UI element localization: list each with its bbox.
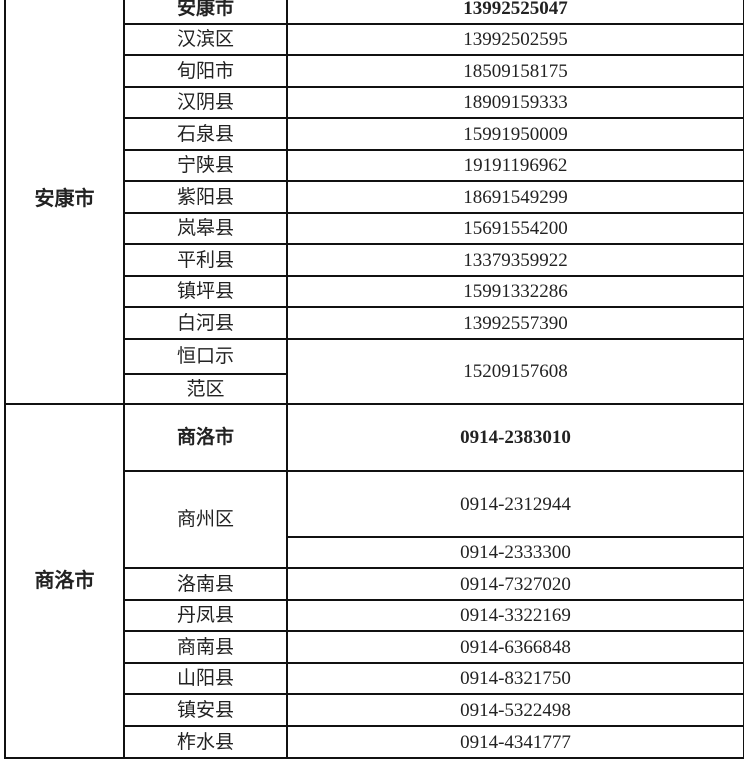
district-cell: 丹凤县	[123, 599, 288, 632]
phone-cell: 18509158175	[286, 54, 744, 88]
phone-cell: 0914-4341777	[286, 725, 744, 759]
phone-cell: 15991332286	[286, 275, 744, 308]
table-row: 镇安县 0914-5322498	[5, 693, 744, 727]
phone-cell: 0914-3322169	[286, 599, 744, 632]
phone-cell: 15991950009	[286, 117, 744, 151]
phone-cell: 13379359922	[286, 243, 744, 277]
phone-cell: 0914-6366848	[286, 630, 744, 664]
table-row: 紫阳县 18691549299	[5, 180, 744, 214]
district-cell: 洛南县	[123, 567, 288, 601]
region-name-cell: 安康市	[4, 0, 125, 405]
table-row: 洛南县 0914-7327020	[5, 567, 744, 601]
district-cell: 商南县	[123, 630, 288, 664]
table-row: 商州区 0914-2312944	[5, 470, 744, 569]
district-cell: 恒口示	[123, 338, 288, 375]
district-cell: 柞水县	[123, 725, 288, 759]
district-cell: 平利县	[123, 243, 288, 277]
district-cell: 旬阳市	[123, 54, 288, 88]
table-row: 汉阴县 18909159333	[5, 86, 744, 119]
table-row: 汉滨区 13992502595	[5, 23, 744, 56]
district-cell: 安康市	[123, 0, 288, 25]
district-cell: 镇安县	[123, 693, 288, 727]
phone-cell: 0914-8321750	[286, 662, 744, 695]
table-row: 商洛市 商洛市 0914-2383010	[4, 403, 744, 759]
district-cell: 岚皋县	[123, 212, 288, 245]
contact-table-container: 安康市 安康市 13992525047 汉滨区 13992502595 旬阳市 185091…	[4, 0, 744, 759]
phone-cell: 0914-2333300	[286, 536, 744, 569]
phone-cell: 15691554200	[286, 212, 744, 245]
table-row: 镇坪县 15991332286	[5, 275, 744, 308]
phone-cell: 13992502595	[286, 23, 744, 56]
phone-cell: 0914-7327020	[286, 567, 744, 601]
district-cell: 宁陕县	[123, 149, 288, 182]
phone-cell: 0914-2312944	[286, 470, 744, 538]
table-row: 柞水县 0914-4341777	[5, 725, 744, 759]
phone-cell: 13992525047	[286, 0, 744, 25]
district-cell: 商州区	[123, 470, 288, 569]
district-cell: 范区	[123, 373, 288, 405]
table-row: 石泉县 15991950009	[5, 117, 744, 151]
district-cell: 汉滨区	[123, 23, 288, 56]
table-row: 安康市 安康市 13992525047	[4, 0, 744, 405]
phone-cell: 19191196962	[286, 149, 744, 182]
table-row: 旬阳市 18509158175	[5, 54, 744, 88]
table-row: 宁陕县 19191196962	[5, 149, 744, 182]
district-cell: 山阳县	[123, 662, 288, 695]
table-row: 恒口示 15209157608	[5, 338, 744, 405]
phone-cell: 15209157608	[286, 338, 744, 405]
district-cell: 石泉县	[123, 117, 288, 151]
table-row: 山阳县 0914-8321750	[5, 662, 744, 695]
region-name-cell: 商洛市	[4, 403, 125, 759]
district-cell: 镇坪县	[123, 275, 288, 308]
table-row: 白河县 13992557390	[5, 306, 744, 340]
district-cell: 紫阳县	[123, 180, 288, 214]
table-row: 平利县 13379359922	[5, 243, 744, 277]
table-row: 岚皋县 15691554200	[5, 212, 744, 245]
district-cell: 商洛市	[123, 403, 288, 472]
table-row: 0914-2333300	[5, 536, 744, 569]
table-row: 丹凤县 0914-3322169	[5, 599, 744, 632]
district-cell: 汉阴县	[123, 86, 288, 119]
table-row: 商南县 0914-6366848	[5, 630, 744, 664]
phone-cell: 0914-5322498	[286, 693, 744, 727]
phone-cell: 18909159333	[286, 86, 744, 119]
contact-table: 安康市 安康市 13992525047 汉滨区 13992502595 旬阳市 185091…	[4, 0, 744, 759]
phone-cell: 0914-2383010	[286, 403, 744, 472]
phone-cell: 18691549299	[286, 180, 744, 214]
district-cell: 白河县	[123, 306, 288, 340]
phone-cell: 13992557390	[286, 306, 744, 340]
table-row: 范区	[5, 373, 744, 405]
